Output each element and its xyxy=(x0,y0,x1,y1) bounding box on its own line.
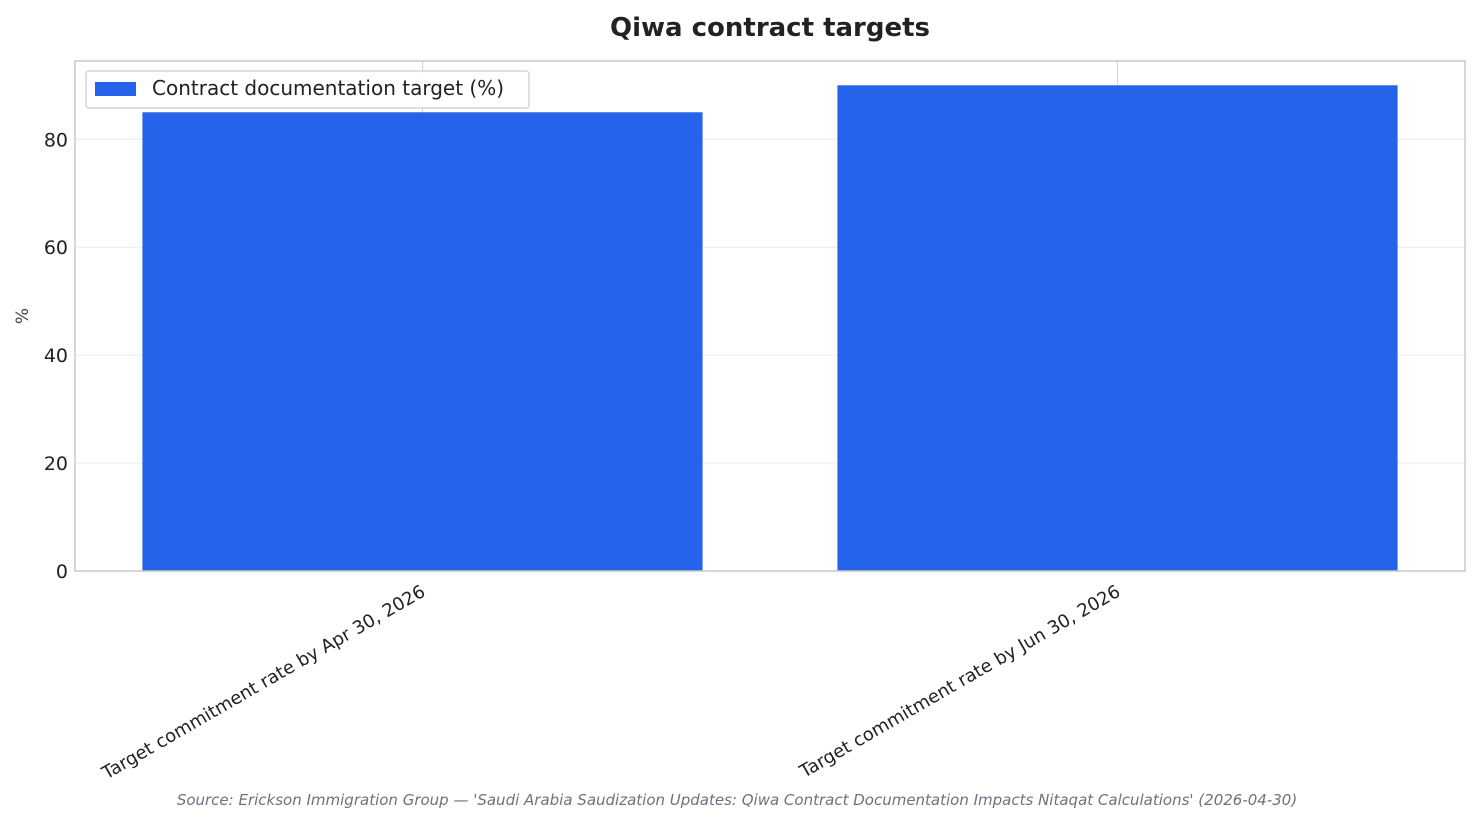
plot-frame xyxy=(74,60,1466,572)
source-note: Source: Erickson Immigration Group — 'Sa… xyxy=(177,791,1297,809)
legend-box xyxy=(85,70,530,109)
y-tick-label: 80 xyxy=(44,129,68,151)
x-tick-label: Target commitment rate by Jun 30, 2026 xyxy=(795,581,1124,783)
legend-swatch xyxy=(95,82,136,96)
bar xyxy=(142,112,703,572)
bar xyxy=(837,85,1398,572)
legend-label: Contract documentation target (%) xyxy=(152,76,504,100)
bars-layer xyxy=(142,85,1398,572)
y-tick-label: 40 xyxy=(44,345,68,367)
y-axis-label: % xyxy=(13,308,33,324)
y-tick-label: 60 xyxy=(44,237,68,259)
y-tick-label: 20 xyxy=(44,453,68,475)
y-tick-label: 0 xyxy=(56,561,68,583)
plot-area xyxy=(74,60,1466,572)
x-tick-label: Target commitment rate by Apr 30, 2026 xyxy=(98,581,429,784)
chart-title: Qiwa contract targets xyxy=(610,13,930,43)
y-axis-ticks: 0 20 40 60 80 xyxy=(44,129,68,583)
x-axis-ticks: Target commitment rate by Apr 30, 2026 Ta… xyxy=(98,581,1124,784)
legend: Contract documentation target (%) xyxy=(85,70,530,109)
